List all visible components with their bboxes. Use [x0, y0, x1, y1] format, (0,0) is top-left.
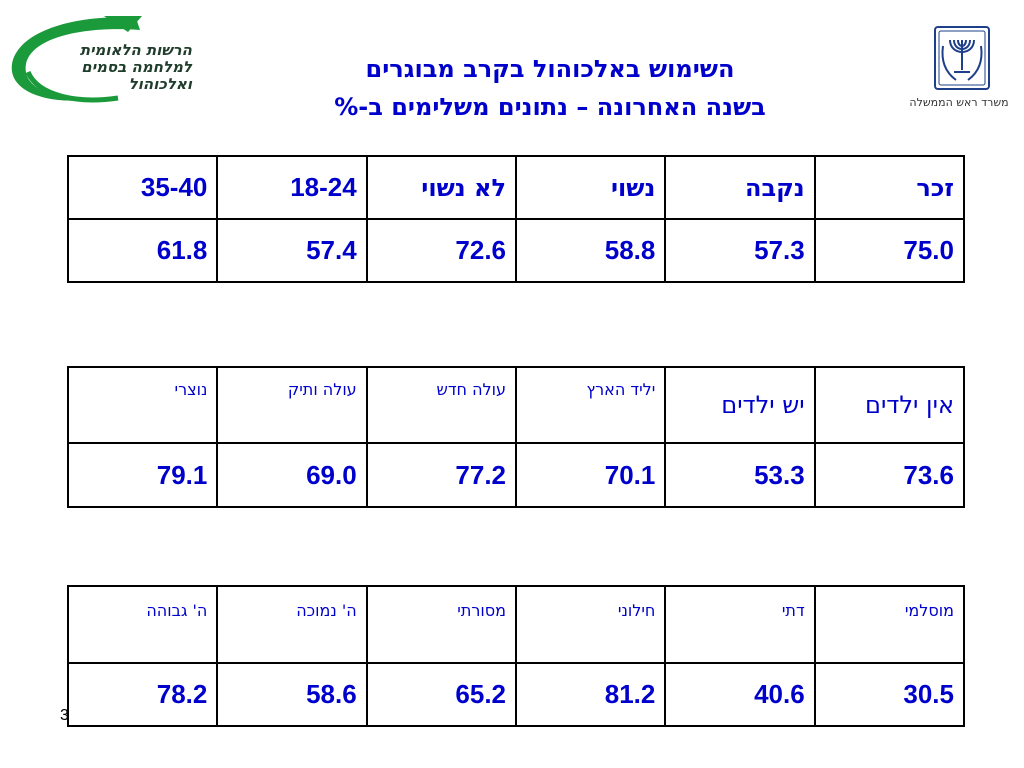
- value-cell: 72.6: [365, 218, 518, 283]
- page-title: השימוש באלכוהול בקרב מבוגרים בשנה האחרונ…: [210, 50, 890, 126]
- value-cell: 70.1: [515, 442, 667, 508]
- value-cell: 69.0: [216, 442, 368, 508]
- header-cell: נקבה: [664, 155, 816, 220]
- header-cell: יש ילדים: [664, 366, 816, 444]
- logo-text: הרשות הלאומית למלחמה בסמים ואלכוהול: [42, 42, 192, 93]
- value-cell: 57.4: [216, 218, 368, 283]
- table-row: 73.6 53.3 70.1 77.2 69.0 79.1: [66, 442, 966, 508]
- header-cell: נוצרי: [66, 366, 219, 444]
- value-cell: 57.3: [664, 218, 816, 283]
- data-table-3: מוסלמי דתי חילוני מסורתי ה' נמוכה ה' גבו…: [66, 585, 966, 727]
- header-cell: נשוי: [515, 155, 667, 220]
- header-cell: עולה ותיק: [216, 366, 368, 444]
- value-cell: 78.2: [66, 662, 219, 727]
- pm-office-logo: משרד ראש הממשלה: [900, 26, 1018, 122]
- logo-swoosh-icon: [11, 16, 142, 103]
- value-cell: 58.8: [515, 218, 667, 283]
- value-cell: 73.6: [813, 442, 966, 508]
- table-row: 30.5 40.6 81.2 65.2 58.6 78.2: [66, 662, 966, 727]
- value-cell: 53.3: [664, 442, 816, 508]
- data-table-1: זכר נקבה נשוי לא נשוי 18-24 35-40 75.0 5…: [66, 155, 966, 283]
- value-cell: 30.5: [813, 662, 966, 727]
- value-cell: 77.2: [365, 442, 518, 508]
- page-number: 3: [60, 707, 69, 724]
- header-cell: יליד הארץ: [515, 366, 667, 444]
- logo-line: הרשות הלאומית: [79, 41, 192, 59]
- logo-line: למלחמה בסמים: [81, 58, 192, 76]
- table-header-row: מוסלמי דתי חילוני מסורתי ה' נמוכה ה' גבו…: [66, 585, 966, 664]
- header-cell: 35-40: [66, 155, 219, 220]
- header-cell: ה' גבוהה: [66, 585, 219, 664]
- menorah-emblem-icon: [934, 26, 990, 90]
- header-cell: מוסלמי: [813, 585, 966, 664]
- header-cell: אין ילדים: [813, 366, 966, 444]
- value-cell: 65.2: [365, 662, 518, 727]
- logo-line: ואלכוהול: [128, 75, 192, 93]
- value-cell: 79.1: [66, 442, 219, 508]
- data-table-2: אין ילדים יש ילדים יליד הארץ עולה חדש עו…: [66, 366, 966, 508]
- header-cell: דתי: [664, 585, 816, 664]
- table-row: 75.0 57.3 58.8 72.6 57.4 61.8: [66, 218, 966, 283]
- header-cell: 18-24: [216, 155, 368, 220]
- value-cell: 58.6: [216, 662, 368, 727]
- value-cell: 40.6: [664, 662, 816, 727]
- title-line-1: השימוש באלכוהול בקרב מבוגרים: [365, 55, 735, 83]
- title-line-2: בשנה האחרונה – נתונים משלימים ב-%: [334, 93, 766, 121]
- header-cell: לא נשוי: [365, 155, 518, 220]
- value-cell: 81.2: [515, 662, 667, 727]
- header-cell: מסורתי: [365, 585, 518, 664]
- anti-drug-authority-logo: הרשות הלאומית למלחמה בסמים ואלכוהול: [8, 12, 198, 108]
- value-cell: 75.0: [813, 218, 966, 283]
- header-cell: עולה חדש: [365, 366, 518, 444]
- table-header-row: זכר נקבה נשוי לא נשוי 18-24 35-40: [66, 155, 966, 220]
- table-header-row: אין ילדים יש ילדים יליד הארץ עולה חדש עו…: [66, 366, 966, 444]
- header-cell: זכר: [813, 155, 966, 220]
- header-cell: ה' נמוכה: [216, 585, 368, 664]
- value-cell: 61.8: [66, 218, 219, 283]
- logo-caption: משרד ראש הממשלה: [909, 96, 1009, 109]
- header-cell: חילוני: [515, 585, 667, 664]
